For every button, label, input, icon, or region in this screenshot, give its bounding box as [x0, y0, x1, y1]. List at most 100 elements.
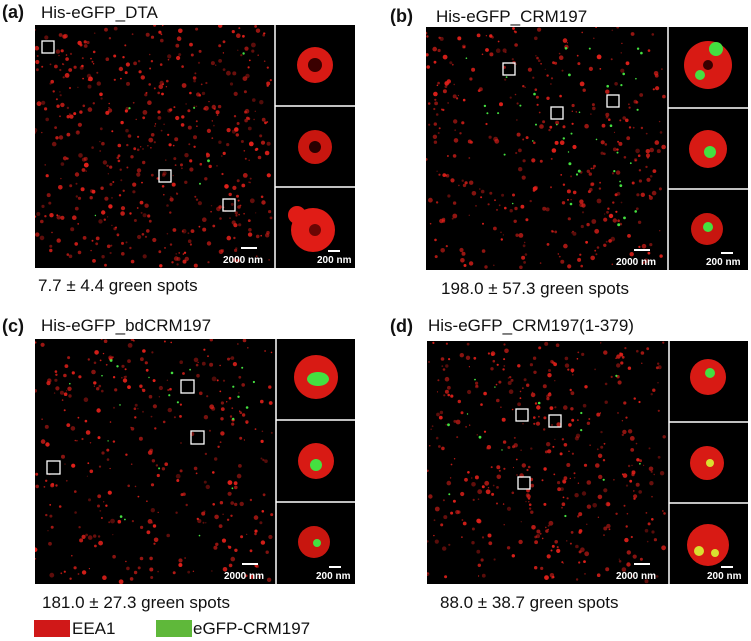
- red-fluorescent-spot: [600, 430, 603, 434]
- red-fluorescent-spot: [185, 103, 187, 105]
- red-fluorescent-spot: [248, 228, 252, 232]
- red-fluorescent-spot: [92, 102, 95, 105]
- red-fluorescent-spot: [555, 120, 560, 125]
- red-fluorescent-spot: [145, 32, 150, 37]
- red-fluorescent-spot: [477, 563, 481, 567]
- red-fluorescent-spot: [599, 68, 602, 70]
- red-fluorescent-spot: [131, 520, 134, 523]
- red-fluorescent-spot: [45, 513, 48, 517]
- panel-b-main-scale-bar: [634, 249, 650, 251]
- red-fluorescent-spot: [652, 88, 655, 91]
- red-fluorescent-spot: [532, 189, 536, 192]
- red-fluorescent-spot: [133, 219, 137, 222]
- red-fluorescent-spot: [568, 423, 572, 427]
- red-fluorescent-spot: [239, 204, 242, 207]
- red-fluorescent-spot: [533, 141, 536, 145]
- red-fluorescent-spot: [512, 27, 515, 30]
- red-fluorescent-spot: [631, 470, 636, 475]
- red-fluorescent-spot: [453, 119, 458, 124]
- red-fluorescent-spot: [451, 217, 454, 220]
- red-fluorescent-spot: [646, 177, 651, 182]
- red-fluorescent-spot: [456, 97, 459, 100]
- red-fluorescent-spot: [35, 232, 40, 237]
- red-fluorescent-spot: [604, 213, 606, 215]
- red-fluorescent-spot: [69, 577, 72, 580]
- red-fluorescent-spot: [91, 189, 96, 194]
- red-fluorescent-spot: [635, 159, 637, 162]
- red-fluorescent-spot: [158, 385, 163, 391]
- red-fluorescent-spot: [40, 342, 45, 347]
- red-fluorescent-spot: [433, 91, 438, 97]
- red-fluorescent-spot: [157, 511, 159, 514]
- red-fluorescent-spot: [178, 53, 182, 57]
- red-fluorescent-spot: [459, 353, 464, 358]
- red-fluorescent-spot: [111, 224, 113, 227]
- red-fluorescent-spot: [567, 264, 572, 269]
- red-fluorescent-spot: [209, 362, 214, 367]
- red-fluorescent-spot: [577, 351, 580, 354]
- red-fluorescent-spot: [604, 382, 608, 386]
- red-fluorescent-spot: [557, 481, 561, 485]
- red-fluorescent-spot: [210, 210, 212, 213]
- red-fluorescent-spot: [605, 240, 608, 243]
- red-fluorescent-spot: [647, 251, 651, 255]
- red-fluorescent-spot: [604, 143, 608, 146]
- red-fluorescent-spot: [501, 193, 505, 197]
- red-fluorescent-spot: [185, 503, 188, 507]
- red-fluorescent-spot: [451, 63, 454, 66]
- red-fluorescent-spot: [77, 131, 79, 133]
- green-fluorescent-spot: [199, 182, 201, 185]
- red-fluorescent-spot: [157, 91, 160, 95]
- red-fluorescent-spot: [566, 497, 569, 500]
- red-fluorescent-spot: [544, 575, 549, 580]
- green-fluorescent-spot: [629, 162, 632, 165]
- red-fluorescent-spot: [112, 376, 116, 379]
- red-fluorescent-spot: [662, 435, 666, 439]
- red-fluorescent-spot: [597, 494, 603, 500]
- red-fluorescent-spot: [229, 357, 231, 360]
- red-fluorescent-spot: [600, 140, 605, 145]
- panel-d-micrograph: 2000 nm 200 nm: [427, 341, 748, 584]
- panel-b-main-image: [426, 27, 666, 270]
- red-fluorescent-spot: [182, 259, 187, 264]
- red-fluorescent-spot: [147, 214, 151, 218]
- red-fluorescent-spot: [206, 153, 210, 158]
- red-fluorescent-spot: [628, 126, 632, 129]
- red-fluorescent-spot: [586, 169, 590, 173]
- red-fluorescent-spot: [461, 519, 464, 521]
- red-fluorescent-spot: [226, 70, 231, 76]
- red-fluorescent-spot: [44, 35, 49, 40]
- red-fluorescent-spot: [139, 384, 143, 388]
- red-fluorescent-spot: [487, 352, 490, 355]
- red-fluorescent-spot: [127, 134, 132, 138]
- red-fluorescent-spot: [543, 428, 546, 431]
- red-fluorescent-spot: [511, 408, 514, 411]
- panel-b-inset-scale-label: 200 nm: [706, 257, 741, 268]
- red-fluorescent-spot: [222, 567, 228, 572]
- red-fluorescent-spot: [519, 397, 522, 399]
- red-fluorescent-spot: [637, 154, 641, 157]
- red-fluorescent-spot: [514, 43, 518, 47]
- red-fluorescent-spot: [108, 355, 113, 360]
- red-fluorescent-spot: [646, 540, 649, 543]
- red-fluorescent-spot: [554, 540, 558, 544]
- red-fluorescent-spot: [539, 124, 544, 129]
- red-fluorescent-spot: [450, 511, 454, 515]
- red-fluorescent-spot: [452, 201, 457, 205]
- red-fluorescent-spot: [515, 233, 519, 237]
- red-fluorescent-spot: [173, 106, 176, 109]
- red-fluorescent-spot: [594, 249, 597, 252]
- red-fluorescent-spot: [640, 351, 645, 355]
- red-fluorescent-spot: [485, 122, 488, 126]
- panel-c-roi-box: [46, 460, 61, 475]
- red-fluorescent-spot: [44, 164, 46, 166]
- red-fluorescent-spot: [89, 469, 94, 474]
- red-fluorescent-spot: [494, 199, 496, 202]
- red-fluorescent-spot: [603, 243, 607, 247]
- red-fluorescent-spot: [243, 90, 247, 94]
- red-fluorescent-spot: [55, 136, 59, 140]
- green-fluorescent-spot: [232, 385, 235, 388]
- red-fluorescent-spot: [606, 502, 611, 507]
- red-fluorescent-spot: [58, 33, 63, 37]
- red-fluorescent-spot: [461, 251, 466, 256]
